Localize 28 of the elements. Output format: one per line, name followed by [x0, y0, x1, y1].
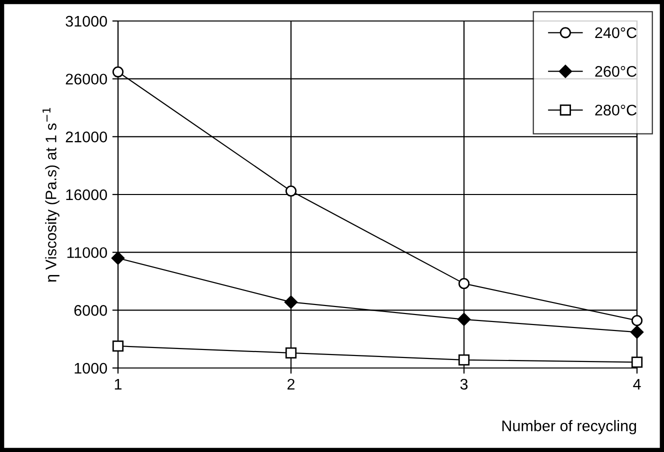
y-tick-label: 11000	[67, 247, 107, 258]
point	[630, 326, 644, 339]
point	[112, 66, 124, 78]
y-tick-label: 21000	[66, 132, 107, 142]
x-tick-label: 1	[114, 378, 122, 390]
x-axis-title: Number of recycling	[502, 420, 636, 434]
y-tick-label: 31000	[66, 16, 107, 27]
point	[112, 340, 124, 352]
point	[631, 315, 643, 326]
point	[458, 354, 470, 366]
y-tick-label: 1000	[74, 362, 107, 374]
x-tick-label: 4	[633, 378, 641, 390]
point	[284, 295, 298, 309]
legend-label: 260°C	[595, 66, 637, 77]
y-axis-title: η Viscosity (Pa.s) at 1 s$^{−1}$	[42, 108, 60, 282]
point	[458, 278, 470, 290]
legend-label: 280°C	[595, 104, 637, 116]
y-tick-label: 16000	[66, 189, 107, 200]
y-tick-label: 26000	[66, 74, 107, 85]
point	[457, 312, 471, 326]
point	[111, 252, 125, 265]
legend-label: 240°C	[595, 27, 637, 38]
point	[631, 356, 643, 368]
x-tick-label: 3	[460, 378, 468, 390]
point	[285, 347, 297, 359]
point	[285, 185, 297, 197]
y-tick-label: 6000	[74, 305, 107, 316]
x-tick-label: 2	[288, 378, 294, 390]
